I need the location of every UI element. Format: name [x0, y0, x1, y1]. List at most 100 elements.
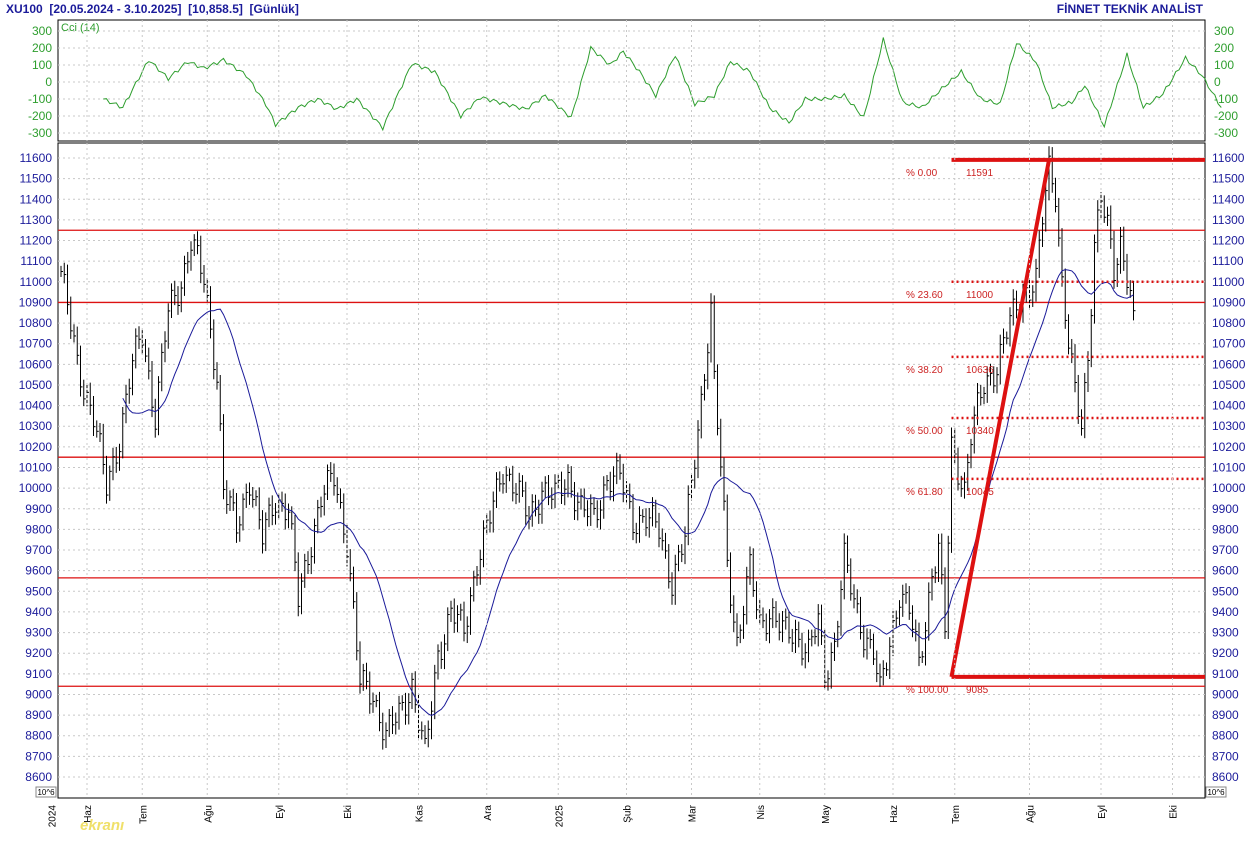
- price-tick-label-right: 11500: [1212, 172, 1245, 186]
- x-axis-label: May: [821, 805, 832, 824]
- scale-note-box-right: [1205, 786, 1227, 798]
- fib-value-label: 10045: [966, 487, 994, 498]
- cci-title: Cci (14): [61, 22, 100, 34]
- price-tick-label-left: 9100: [25, 667, 52, 681]
- cci-tick-label-left: -300: [28, 126, 52, 140]
- price-tick-label-right: 10300: [1212, 419, 1246, 433]
- price-tick-label-left: 10100: [19, 461, 53, 475]
- price-tick-label-left: 8900: [25, 708, 52, 722]
- price-tick-label-left: 9600: [25, 564, 52, 578]
- last-value-label: [10,858.5]: [188, 2, 243, 16]
- fib-pct-label: % 0.00: [906, 168, 938, 179]
- x-axis-label: Eyl: [275, 805, 286, 819]
- price-tick-label-left: 8600: [25, 770, 52, 784]
- price-tick-label-left: 10400: [19, 399, 53, 413]
- period-label: [Günlük]: [249, 2, 299, 16]
- price-tick-label-right: 9400: [1212, 605, 1239, 619]
- cci-tick-label-right: -200: [1214, 109, 1238, 123]
- price-tick-label-left: 9900: [25, 502, 52, 516]
- price-tick-label-right: 10100: [1212, 461, 1246, 475]
- scale-note-right: 10^6: [1207, 788, 1225, 797]
- fib-value-label: 9085: [966, 685, 989, 696]
- price-tick-label-right: 11400: [1212, 192, 1245, 206]
- x-axis-label: Eyl: [1097, 805, 1108, 819]
- price-tick-label-right: 11300: [1212, 213, 1245, 227]
- x-axis-label: 2024: [47, 805, 58, 828]
- cci-tick-label-right: -100: [1214, 92, 1238, 106]
- cci-tick-label-right: 300: [1214, 24, 1234, 38]
- fib-value-label: 11591: [966, 168, 994, 179]
- price-tick-label-left: 11200: [20, 234, 53, 248]
- price-tick-label-right: 9300: [1212, 626, 1239, 640]
- price-tick-label-left: 11500: [20, 172, 53, 186]
- cci-tick-label-left: 300: [32, 24, 52, 38]
- symbol-label: XU100: [6, 2, 43, 16]
- price-tick-label-right: 9600: [1212, 564, 1239, 578]
- scale-note-box-left: [35, 786, 57, 798]
- price-tick-label-right: 9500: [1212, 584, 1239, 598]
- price-tick-label-left: 11400: [20, 192, 53, 206]
- price-tick-label-left: 9500: [25, 584, 52, 598]
- fib-pct-label: % 61.80: [906, 487, 943, 498]
- price-tick-label-left: 10900: [19, 295, 53, 309]
- trend-line: [949, 159, 1051, 678]
- price-tick-label-right: 8700: [1212, 749, 1239, 763]
- fib-value-label: 10340: [966, 426, 994, 437]
- moving-average-line: [122, 269, 1134, 716]
- x-axis: 2024 Haz Tem Ağu Eyl Eki Kas Ara 2025 Şub Mar Nis Ma…: [47, 20, 1180, 828]
- cci-tick-label-left: 200: [32, 41, 52, 55]
- x-axis-label: Ağu: [203, 805, 214, 823]
- cci-frame: [57, 19, 1206, 142]
- price-tick-label-left: 10300: [19, 419, 53, 433]
- cci-tick-label-right: 200: [1214, 41, 1234, 55]
- price-tick-label-right: 11100: [1212, 254, 1244, 268]
- price-panel: 11600 11600 11500 11500 11400 11400 11300 11300…: [19, 142, 1246, 799]
- date-range-label: [20.05.2024 - 3.10.2025]: [49, 2, 182, 16]
- price-tick-label-right: 9100: [1212, 667, 1239, 681]
- cci-tick-label-left: -100: [28, 92, 52, 106]
- price-tick-label-left: 11300: [20, 213, 53, 227]
- x-axis-label: Mar: [688, 804, 699, 822]
- price-tick-label-right: 8800: [1212, 729, 1239, 743]
- x-axis-label: Tem: [951, 805, 962, 824]
- price-tick-label-left: 10200: [19, 440, 53, 454]
- price-tick-label-right: 10200: [1212, 440, 1246, 454]
- price-tick-label-left: 10500: [19, 378, 53, 392]
- x-axis-label: 2025: [554, 805, 565, 828]
- price-tick-label-right: 11200: [1212, 234, 1245, 248]
- x-axis-label: Kas: [415, 805, 426, 822]
- price-tick-label-left: 8800: [25, 729, 52, 743]
- x-axis-label: Ara: [483, 805, 494, 821]
- fib-value-label: 10636: [966, 365, 994, 376]
- x-axis-label: Eki: [343, 805, 354, 819]
- price-tick-label-left: 10700: [19, 337, 53, 351]
- x-axis-label: Şub: [623, 805, 634, 823]
- x-axis-label: Tem: [138, 805, 149, 824]
- fib-pct-label: % 23.60: [906, 290, 943, 301]
- cci-tick-label-right: 100: [1214, 58, 1234, 72]
- cci-tick-label-left: 100: [32, 58, 52, 72]
- x-axis-label: Haz: [889, 805, 900, 823]
- cci-tick-label-left: 0: [45, 75, 52, 89]
- provider-label: FİNNET TEKNİK ANALİST: [1056, 2, 1203, 16]
- price-tick-label-right: 9700: [1212, 543, 1239, 557]
- cci-panel: 300 300 200 200 100 100 0 0 -100 -100 -200 -200 -300…: [28, 19, 1238, 142]
- fib-pct-label: % 100.00: [906, 685, 949, 696]
- price-tick-label-right: 10800: [1212, 316, 1246, 330]
- cci-tick-label-right: -300: [1214, 126, 1238, 140]
- chart-header: XU100 [20.05.2024 - 3.10.2025] [10,858.5…: [6, 2, 299, 16]
- price-tick-label-left: 9400: [25, 605, 52, 619]
- price-tick-label-left: 11000: [20, 275, 53, 289]
- cci-tick-label-left: -200: [28, 109, 52, 123]
- price-tick-label-right: 10900: [1212, 295, 1246, 309]
- price-tick-label-left: 10000: [19, 481, 53, 495]
- price-tick-label-left: 9800: [25, 522, 52, 536]
- price-tick-label-right: 10600: [1212, 357, 1246, 371]
- fib-pct-label: % 50.00: [906, 426, 943, 437]
- price-tick-label-right: 10700: [1212, 337, 1246, 351]
- price-frame: [57, 142, 1206, 799]
- price-tick-label-right: 11600: [1212, 151, 1245, 165]
- watermark-text: ekranı: [80, 817, 125, 834]
- price-tick-label-right: 10400: [1212, 399, 1246, 413]
